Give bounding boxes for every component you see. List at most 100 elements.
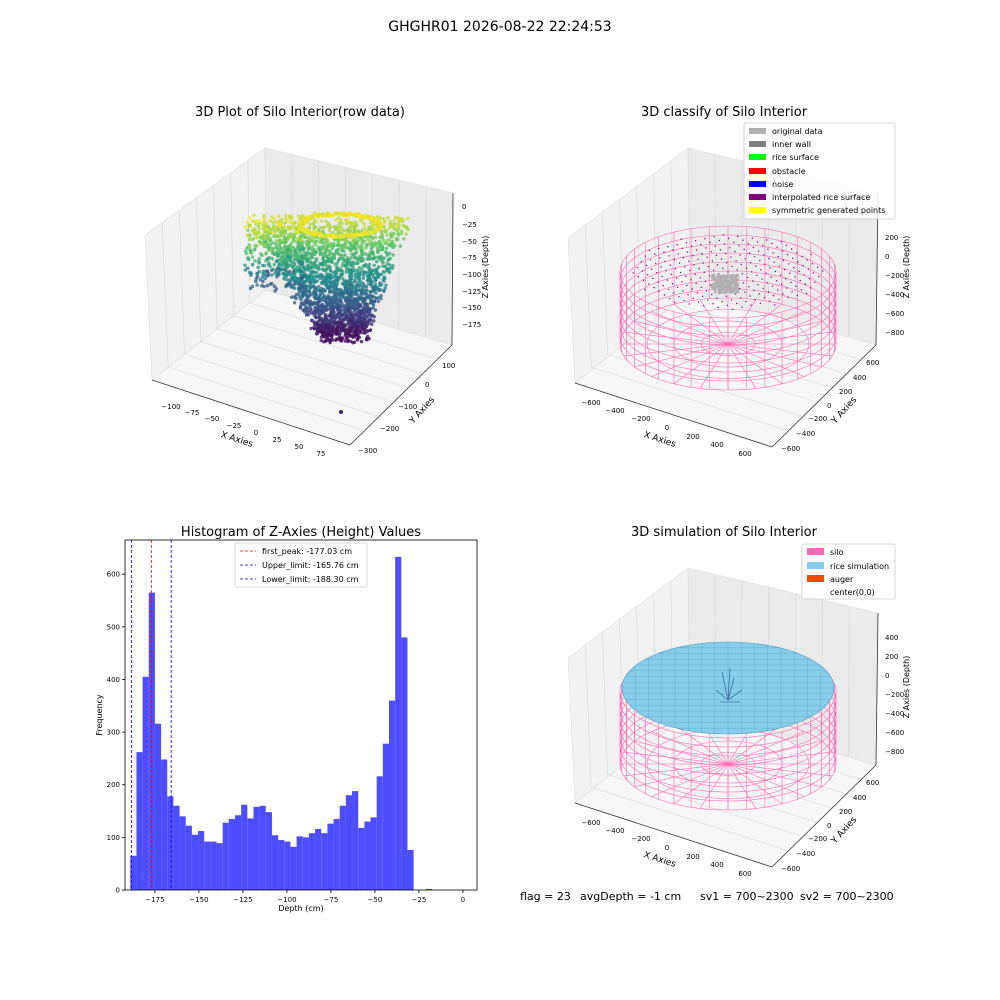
data-point bbox=[272, 263, 276, 267]
z-tick-label: −100 bbox=[462, 271, 481, 279]
surface-point bbox=[661, 275, 663, 278]
data-point bbox=[357, 335, 361, 340]
surface-point bbox=[673, 292, 675, 294]
surface-point bbox=[651, 268, 653, 270]
data-point bbox=[274, 242, 278, 246]
y-tick-label: 0 bbox=[425, 381, 429, 389]
data-point bbox=[369, 314, 373, 318]
data-point bbox=[349, 256, 353, 260]
x-tick-label: −50 bbox=[205, 415, 220, 423]
data-point bbox=[302, 285, 306, 290]
data-point bbox=[283, 252, 288, 256]
data-point bbox=[304, 292, 308, 296]
data-point bbox=[250, 262, 255, 267]
data-point bbox=[405, 216, 410, 220]
data-point bbox=[367, 267, 372, 272]
surface-point bbox=[765, 272, 767, 275]
data-point bbox=[368, 328, 373, 332]
surface-point bbox=[746, 276, 749, 279]
surface-point bbox=[667, 245, 669, 248]
data-point bbox=[255, 232, 259, 236]
surface-point bbox=[684, 266, 686, 268]
surface-point bbox=[725, 252, 727, 255]
data-point bbox=[335, 265, 339, 269]
data-point bbox=[290, 215, 294, 219]
data-point bbox=[313, 252, 317, 257]
data-point bbox=[381, 260, 385, 265]
x-tick-label: −400 bbox=[605, 407, 624, 415]
data-point bbox=[263, 276, 267, 281]
x-tick-label: 400 bbox=[710, 441, 723, 449]
surface-point bbox=[705, 290, 708, 292]
data-point bbox=[365, 270, 369, 274]
grid-line bbox=[217, 328, 409, 389]
surface-point bbox=[796, 294, 798, 297]
data-point bbox=[320, 263, 325, 267]
data-point bbox=[351, 235, 355, 239]
surface-point bbox=[734, 250, 736, 253]
grid-line bbox=[230, 172, 234, 316]
silo-ring bbox=[673, 740, 783, 788]
original-point bbox=[724, 288, 728, 292]
surface-point bbox=[683, 299, 685, 302]
surface-point bbox=[686, 251, 689, 253]
grid-line bbox=[184, 353, 380, 417]
auger-lines bbox=[715, 667, 743, 703]
surface-point bbox=[674, 268, 677, 270]
surface-point bbox=[741, 273, 744, 275]
surface-point bbox=[786, 253, 789, 256]
data-point bbox=[336, 216, 341, 220]
data-point bbox=[335, 327, 340, 331]
grid-line bbox=[607, 353, 803, 417]
data-point bbox=[340, 253, 344, 258]
data-point bbox=[316, 303, 320, 308]
data-point bbox=[286, 278, 290, 282]
histogram-bar bbox=[142, 676, 149, 890]
data-point bbox=[338, 227, 343, 232]
surface-point bbox=[717, 306, 719, 309]
data-point bbox=[248, 286, 253, 291]
data-point bbox=[357, 297, 362, 301]
surface-point bbox=[703, 305, 705, 307]
data-point bbox=[356, 261, 360, 266]
data-point bbox=[318, 329, 322, 334]
data-point bbox=[361, 282, 366, 286]
data-point bbox=[330, 258, 334, 262]
data-point bbox=[322, 287, 326, 292]
data-point bbox=[289, 220, 293, 224]
x-tick-label: 0 bbox=[665, 844, 669, 852]
data-point bbox=[366, 235, 370, 239]
data-point bbox=[289, 234, 294, 239]
surface-point bbox=[637, 275, 640, 278]
x-tick-label: 600 bbox=[738, 870, 751, 878]
data-point bbox=[353, 297, 357, 301]
data-point bbox=[309, 281, 313, 285]
data-point bbox=[312, 218, 317, 223]
histogram-bar bbox=[345, 795, 353, 890]
x-tick-label: 0 bbox=[254, 429, 258, 437]
data-point bbox=[260, 237, 264, 241]
surface-point bbox=[652, 277, 654, 280]
data-point bbox=[354, 251, 359, 255]
data-point bbox=[312, 290, 316, 294]
z-tick-label: −25 bbox=[462, 221, 477, 229]
data-point bbox=[309, 307, 313, 311]
data-point bbox=[376, 249, 380, 253]
data-point bbox=[355, 324, 359, 328]
data-point bbox=[341, 308, 345, 312]
surface-point bbox=[809, 287, 812, 289]
legend-label: first_peak: -177.03 cm bbox=[262, 547, 352, 556]
outlier-point bbox=[339, 410, 343, 414]
data-point bbox=[328, 340, 332, 345]
data-point bbox=[343, 312, 347, 316]
histogram-bar bbox=[364, 821, 371, 890]
surface-point bbox=[664, 260, 666, 263]
data-point bbox=[274, 225, 279, 230]
data-point bbox=[344, 303, 349, 307]
surface-point bbox=[697, 258, 699, 260]
data-point bbox=[337, 308, 341, 312]
data-point bbox=[315, 239, 319, 243]
x-tick-label: −100 bbox=[277, 896, 296, 904]
data-point bbox=[343, 285, 347, 290]
data-point bbox=[259, 242, 264, 246]
